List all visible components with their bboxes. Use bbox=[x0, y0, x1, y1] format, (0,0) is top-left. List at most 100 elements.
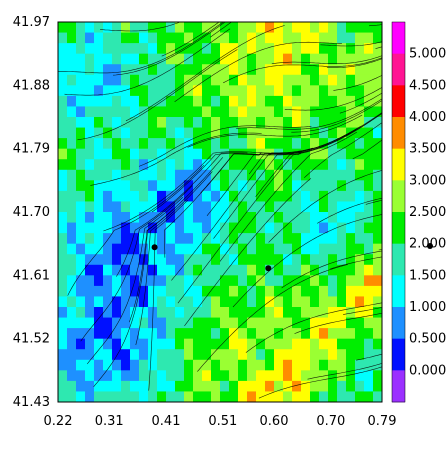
heatmap-cell bbox=[256, 380, 266, 393]
heatmap-cell bbox=[148, 138, 158, 150]
heatmap-cell bbox=[139, 264, 149, 276]
heatmap-cell bbox=[364, 74, 374, 86]
heatmap-cell bbox=[193, 138, 203, 150]
heatmap-cell bbox=[58, 22, 68, 34]
heatmap-cell bbox=[337, 243, 347, 255]
heatmap-cell bbox=[274, 317, 284, 329]
heatmap-cell bbox=[58, 127, 68, 139]
heatmap-cell bbox=[256, 275, 266, 287]
heatmap-cell bbox=[355, 338, 365, 350]
heatmap-cell bbox=[103, 95, 113, 108]
heatmap-cell bbox=[193, 328, 203, 340]
heatmap-cell bbox=[112, 307, 122, 319]
heatmap-cell bbox=[76, 43, 86, 55]
heatmap-cell bbox=[274, 64, 284, 76]
heatmap-cell bbox=[265, 169, 275, 181]
heatmap-cell bbox=[211, 127, 221, 139]
heatmap-cell bbox=[292, 32, 302, 44]
heatmap-cell bbox=[265, 391, 275, 402]
heatmap-cell bbox=[229, 169, 239, 181]
heatmap-cell bbox=[319, 307, 329, 319]
streamline bbox=[210, 22, 233, 38]
heatmap-cell bbox=[139, 338, 149, 350]
heatmap-cell bbox=[238, 328, 248, 340]
heatmap-cell bbox=[319, 380, 329, 393]
heatmap-cell bbox=[184, 85, 194, 97]
heatmap-cell bbox=[94, 285, 104, 298]
heatmap-cell bbox=[121, 328, 131, 340]
heatmap-cell bbox=[139, 95, 149, 108]
heatmap-cell bbox=[130, 370, 140, 382]
heatmap-cell bbox=[202, 349, 212, 361]
heatmap-cell bbox=[355, 22, 365, 34]
heatmap-cell bbox=[256, 359, 266, 371]
heatmap-cell bbox=[274, 307, 284, 319]
heatmap-cell bbox=[130, 148, 140, 160]
heatmap-cell bbox=[301, 148, 311, 160]
heatmap-cell bbox=[184, 201, 194, 213]
heatmap-cell bbox=[58, 307, 68, 319]
heatmap-cell bbox=[220, 127, 230, 139]
heatmap-cell bbox=[310, 117, 320, 129]
heatmap-cell bbox=[220, 307, 230, 319]
heatmap-cell bbox=[373, 106, 382, 118]
heatmap-cell bbox=[319, 201, 329, 213]
heatmap-cell bbox=[67, 43, 77, 55]
heatmap-cell bbox=[364, 64, 374, 76]
heatmap-cell bbox=[202, 43, 212, 55]
heatmap-cell bbox=[211, 349, 221, 361]
heatmap-cell bbox=[166, 159, 176, 171]
heatmap-cell bbox=[220, 359, 230, 371]
heatmap-cell bbox=[121, 148, 131, 160]
heatmap-cell bbox=[247, 264, 257, 276]
heatmap-cell bbox=[193, 307, 203, 319]
heatmap-cell bbox=[67, 222, 77, 234]
heatmap-cell bbox=[112, 254, 122, 266]
colorbar-swatch bbox=[392, 85, 405, 118]
heatmap-cell bbox=[256, 349, 266, 361]
heatmap-cell bbox=[373, 74, 382, 86]
heatmap-cell bbox=[319, 317, 329, 329]
heatmap-cell bbox=[319, 95, 329, 108]
heatmap-cell bbox=[337, 296, 347, 308]
heatmap-cell bbox=[301, 264, 311, 276]
heatmap-cell bbox=[130, 359, 140, 371]
heatmap-cell bbox=[247, 349, 257, 361]
heatmap-cell bbox=[76, 85, 86, 97]
heatmap-cell bbox=[112, 233, 122, 245]
heatmap-cell bbox=[139, 117, 149, 129]
streamline bbox=[67, 164, 205, 296]
colorbar-swatch bbox=[392, 148, 405, 181]
heatmap-cell bbox=[292, 212, 302, 224]
heatmap-cell bbox=[238, 64, 248, 76]
heatmap-cell bbox=[211, 264, 221, 276]
heatmap-cell bbox=[130, 380, 140, 393]
heatmap-cell bbox=[166, 180, 176, 192]
heatmap-cell bbox=[211, 64, 221, 76]
heatmap-cell bbox=[328, 212, 338, 224]
streamline bbox=[284, 87, 382, 111]
heatmap-cell bbox=[337, 43, 347, 55]
heatmap-cell bbox=[319, 32, 329, 44]
heatmap-cell bbox=[211, 243, 221, 255]
heatmap-cell bbox=[67, 317, 77, 329]
heatmap-cell bbox=[184, 106, 194, 118]
heatmap-cell bbox=[166, 338, 176, 350]
heatmap-cell bbox=[121, 275, 131, 287]
heatmap-cell bbox=[103, 264, 113, 276]
heatmap-cell bbox=[310, 391, 320, 402]
heatmap-cell bbox=[229, 285, 239, 298]
heatmap-cell bbox=[166, 254, 176, 266]
heatmap-cell bbox=[157, 307, 167, 319]
heatmap-cell bbox=[193, 285, 203, 298]
heatmap-cell bbox=[67, 53, 77, 65]
heatmap-cell bbox=[103, 391, 113, 402]
heatmap-cell bbox=[328, 349, 338, 361]
heatmap-cell bbox=[283, 264, 293, 276]
heatmap-cell bbox=[247, 338, 257, 350]
heatmap-cell bbox=[184, 275, 194, 287]
heatmap-cell bbox=[283, 307, 293, 319]
heatmap-cell bbox=[112, 359, 122, 371]
heatmap-cell bbox=[373, 275, 382, 287]
x-tick-label: 0.70 bbox=[316, 414, 345, 429]
